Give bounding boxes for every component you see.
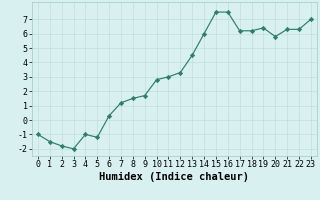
X-axis label: Humidex (Indice chaleur): Humidex (Indice chaleur)	[100, 172, 249, 182]
